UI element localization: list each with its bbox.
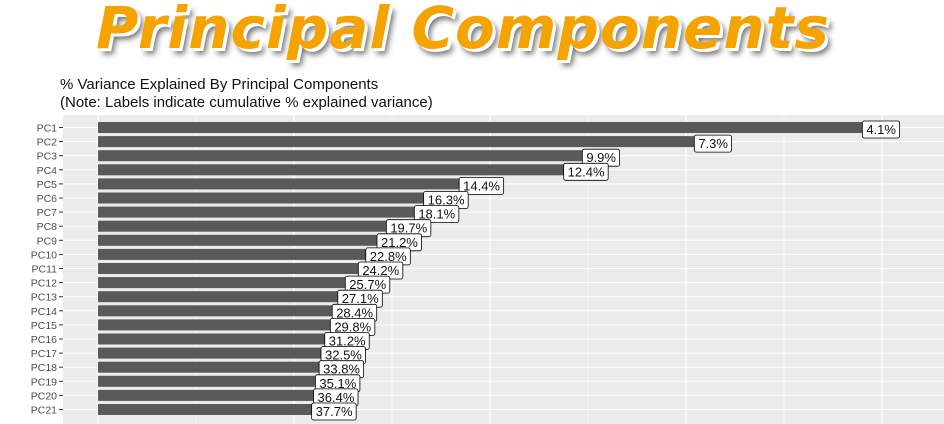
cumulative-label: 28.4% bbox=[331, 303, 378, 322]
y-tick-label: PC3 bbox=[37, 151, 58, 163]
cumulative-label-text: 32.5% bbox=[325, 348, 362, 363]
chart-title: % Variance Explained By Principal Compon… bbox=[60, 76, 379, 93]
y-tick-label: PC19 bbox=[31, 376, 57, 388]
cumulative-label: 32.5% bbox=[320, 346, 366, 365]
bar-pc1 bbox=[98, 122, 864, 133]
y-tick-label: PC13 bbox=[31, 292, 57, 304]
cumulative-label: 18.1% bbox=[413, 205, 460, 224]
y-tick-label: PC1 bbox=[37, 123, 58, 135]
cumulative-label-text: 27.1% bbox=[342, 291, 379, 306]
cumulative-label: 36.4% bbox=[313, 388, 359, 407]
cumulative-label-text: 25.7% bbox=[349, 277, 386, 292]
y-tick-label: PC6 bbox=[37, 193, 58, 205]
bar-pc10 bbox=[98, 248, 367, 260]
cumulative-label-text: 21.2% bbox=[381, 235, 418, 250]
chart-subtitle: (Note: Labels indicate cumulative % expl… bbox=[60, 94, 433, 111]
cumulative-label-box bbox=[311, 402, 357, 421]
cumulative-label: 21.2% bbox=[376, 233, 422, 252]
chart-title-block: % Variance Explained By Principal Compon… bbox=[60, 76, 433, 112]
bar-pc6 bbox=[98, 192, 425, 204]
bar-pc8 bbox=[98, 220, 388, 232]
cumulative-label-box bbox=[413, 205, 460, 224]
bars bbox=[98, 122, 864, 415]
banner-title: Principal Components bbox=[96, 0, 830, 62]
cumulative-label: 33.8% bbox=[318, 360, 365, 379]
cumulative-label-text: 36.4% bbox=[318, 390, 355, 405]
cumulative-label: 16.3% bbox=[423, 191, 469, 209]
y-tick-label: PC14 bbox=[31, 306, 57, 318]
y-tick-label: PC10 bbox=[31, 249, 57, 261]
cumulative-label: 12.4% bbox=[563, 162, 609, 181]
cumulative-label: 24.2% bbox=[357, 261, 404, 280]
cumulative-label-text: 14.4% bbox=[463, 178, 500, 193]
cumulative-label-text: 7.3% bbox=[698, 136, 728, 151]
y-tick-label: PC9 bbox=[37, 235, 58, 247]
bar-pc3 bbox=[98, 150, 584, 162]
y-tick-label: PC4 bbox=[37, 165, 58, 177]
cumulative-label: 14.4% bbox=[458, 176, 505, 195]
cumulative-label-text: 31.2% bbox=[329, 334, 366, 349]
bar-pc11 bbox=[98, 263, 360, 274]
cumulative-label-text: 33.8% bbox=[323, 362, 360, 377]
bar-pc13 bbox=[98, 291, 339, 303]
bar-pc18 bbox=[98, 361, 321, 373]
cumulative-label: 27.1% bbox=[337, 289, 383, 308]
cumulative-label-text: 22.8% bbox=[370, 249, 407, 264]
bar-pc9 bbox=[98, 234, 378, 246]
cumulative-label: 4.1% bbox=[861, 120, 900, 139]
bar-pc4 bbox=[98, 164, 565, 176]
cumulative-label: 35.1% bbox=[314, 374, 361, 393]
cumulative-label: 29.8% bbox=[329, 317, 376, 336]
cumulative-label-text: 37.7% bbox=[316, 404, 353, 419]
y-tick-label: PC2 bbox=[37, 137, 58, 149]
y-axis-ticks: PC1 PC2 PC3 PC4 PC5 PC6 PC7 PC8 PC9 PC10 PC11 PC12 P… bbox=[31, 123, 63, 417]
cumulative-label-box bbox=[563, 162, 609, 181]
data-labels: 4.1% 7.3% 9.9%12.4% 14.4%16.3%18.1%19.7%21.… bbox=[311, 120, 900, 421]
cumulative-label-text: 35.1% bbox=[319, 376, 356, 391]
bar-pc20 bbox=[98, 389, 315, 401]
cumulative-label: 31.2% bbox=[324, 332, 370, 350]
y-tick-label: PC5 bbox=[37, 179, 58, 191]
y-tick-label: PC7 bbox=[37, 207, 58, 219]
cumulative-label-box bbox=[458, 176, 505, 195]
cumulative-label: 7.3% bbox=[693, 134, 732, 153]
cumulative-label: 19.7% bbox=[385, 219, 432, 238]
cumulative-label-text: 12.4% bbox=[568, 164, 605, 179]
y-tick-label: PC16 bbox=[31, 334, 57, 346]
cumulative-label-box bbox=[861, 120, 900, 139]
cumulative-label-text: 24.2% bbox=[362, 263, 399, 278]
cumulative-label-text: 28.4% bbox=[336, 305, 373, 320]
y-tick-label: PC11 bbox=[32, 264, 58, 276]
cumulative-label-text: 19.7% bbox=[390, 221, 427, 236]
bar-pc17 bbox=[98, 347, 322, 359]
cumulative-label: 37.7% bbox=[311, 402, 357, 421]
bar-pc5 bbox=[98, 178, 461, 190]
cumulative-label-box bbox=[693, 134, 732, 153]
cumulative-label: 25.7% bbox=[344, 275, 391, 294]
bar-pc16 bbox=[98, 333, 326, 345]
y-tick-label: PC18 bbox=[31, 362, 57, 374]
cumulative-label: 22.8% bbox=[365, 247, 411, 266]
y-tick-label: PC8 bbox=[37, 221, 58, 233]
cumulative-label-text: 29.8% bbox=[334, 319, 371, 334]
cumulative-label-text: 18.1% bbox=[418, 207, 455, 222]
y-tick-label: PC21 bbox=[31, 405, 57, 417]
y-tick-label: PC12 bbox=[31, 278, 57, 290]
y-tick-label: PC15 bbox=[31, 320, 57, 332]
bar-pc12 bbox=[98, 277, 347, 289]
cumulative-label: 9.9% bbox=[581, 148, 620, 167]
bar-pc7 bbox=[98, 206, 416, 218]
cumulative-label-text: 9.9% bbox=[586, 150, 616, 165]
y-tick-label: PC17 bbox=[31, 348, 57, 360]
cumulative-label-text: 4.1% bbox=[866, 122, 896, 137]
y-tick-label: PC20 bbox=[31, 390, 57, 402]
bar-pc15 bbox=[98, 319, 332, 331]
bar-pc21 bbox=[98, 404, 313, 415]
bar-pc2 bbox=[98, 136, 696, 148]
bar-pc19 bbox=[98, 375, 317, 387]
bar-pc14 bbox=[98, 305, 334, 317]
cumulative-label-text: 16.3% bbox=[428, 193, 465, 208]
